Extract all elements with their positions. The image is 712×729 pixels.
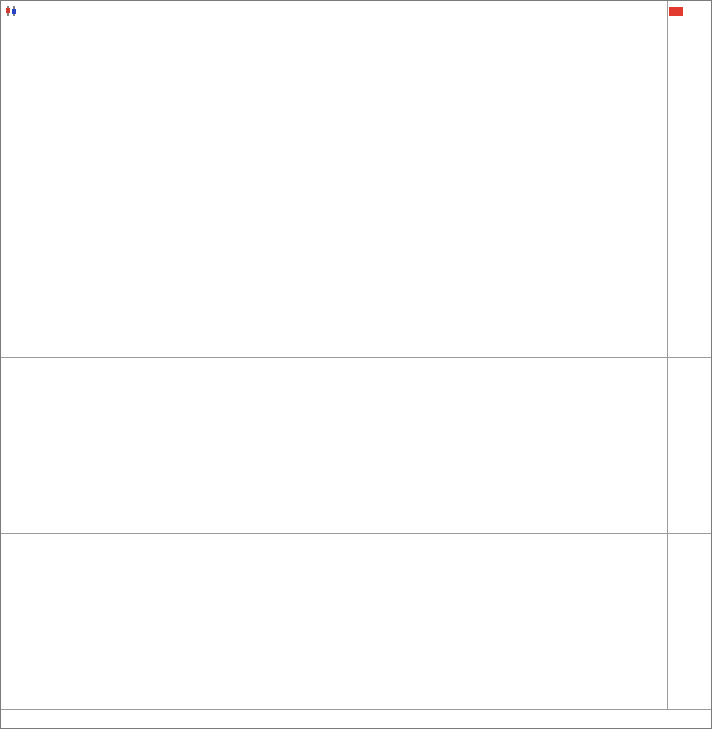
time-axis[interactable]: [1, 711, 711, 728]
candlestick-chart[interactable]: [1, 1, 667, 357]
price-scale[interactable]: [668, 1, 711, 709]
stoch-label: [5, 537, 10, 548]
panel-separator: [1, 709, 711, 710]
chart-title: [5, 5, 27, 20]
stochastic-plot[interactable]: [1, 534, 667, 709]
chart-symbol-icon: [5, 5, 17, 20]
macd-plot[interactable]: [1, 358, 667, 533]
panel-separator[interactable]: [1, 533, 711, 534]
red-marker-icon[interactable]: [669, 7, 683, 16]
macd-label: [5, 361, 10, 372]
panel-separator[interactable]: [1, 357, 711, 358]
scale-divider: [667, 1, 668, 709]
